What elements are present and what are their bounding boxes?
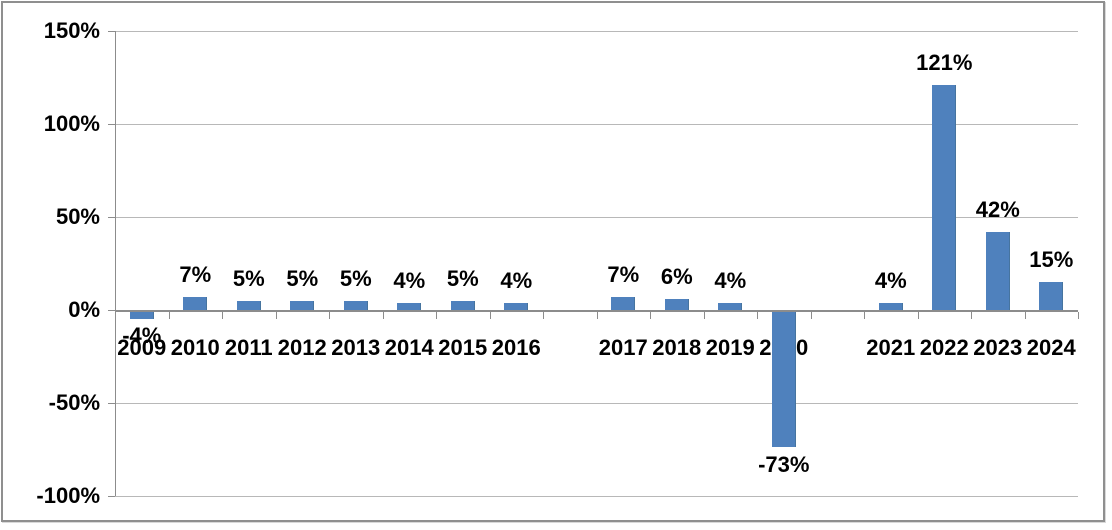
y-axis-label--100: -100% — [36, 483, 100, 508]
data-label-2009: -4% — [122, 323, 162, 349]
x-axis-tick-3 — [275, 311, 277, 319]
x-axis-tick-11 — [703, 311, 705, 319]
gridline-50 — [115, 216, 1078, 218]
x-axis-tick-1 — [168, 311, 170, 319]
data-label-2010: 7% — [179, 261, 212, 287]
bar-2020 — [771, 311, 796, 448]
x-axis-tick-0 — [115, 311, 117, 319]
x-axis-label-2023: 2023 — [973, 335, 1023, 360]
y-axis-label--50: -50% — [48, 390, 100, 415]
data-label-2020: -73% — [758, 451, 810, 477]
data-label-2014: 4% — [393, 267, 426, 293]
bar-2009 — [129, 311, 154, 319]
x-axis-tick-13 — [810, 311, 812, 319]
x-axis-label-2019: 2019 — [705, 335, 755, 360]
chart-frame: 150% 100% 50% 0% -50% -100% 2009 -4% 2010 7% 2011 5… — [1, 1, 1105, 522]
bar-2010 — [183, 296, 208, 310]
x-axis-tick-14 — [864, 311, 866, 319]
x-axis-label-2011: 2011 — [224, 335, 273, 360]
bar-2017 — [611, 296, 636, 310]
y-axis-tick--50 — [108, 403, 115, 405]
x-axis-label-2014: 2014 — [384, 335, 434, 360]
x-axis-tick-7 — [489, 311, 491, 319]
x-axis-tick-10 — [650, 311, 652, 319]
x-axis-tick-9 — [596, 311, 598, 319]
x-axis-label-2021: 2021 — [866, 335, 916, 360]
data-label-2017: 7% — [607, 261, 640, 287]
y-axis-line — [115, 31, 117, 496]
bar-2016 — [504, 302, 529, 310]
x-axis-tick-5 — [382, 311, 384, 319]
data-label-2016: 4% — [500, 267, 533, 293]
data-label-2019: 4% — [714, 267, 747, 293]
data-label-2021: 4% — [874, 267, 907, 293]
x-axis-label-2013: 2013 — [331, 335, 381, 360]
bar-2021 — [878, 302, 903, 310]
x-axis-tick-18 — [1078, 311, 1080, 319]
bar-2019 — [718, 302, 743, 310]
y-axis-tick-100 — [108, 124, 115, 126]
bar-2023 — [985, 231, 1010, 310]
bar-2013 — [343, 300, 368, 310]
bar-2012 — [290, 300, 315, 310]
gridline-100 — [115, 123, 1078, 125]
data-label-2018: 6% — [660, 263, 693, 289]
x-axis-tick-16 — [971, 311, 973, 319]
x-axis-label-2018: 2018 — [652, 335, 702, 360]
data-label-2022: 121% — [916, 49, 973, 75]
gridline--50 — [115, 402, 1078, 404]
x-axis-tick-4 — [329, 311, 331, 319]
y-axis-label-100: 100% — [43, 111, 100, 136]
data-label-2024: 15% — [1029, 247, 1074, 273]
x-axis-tick-8 — [543, 311, 545, 319]
bar-2024 — [1039, 282, 1064, 310]
x-axis-label-2017: 2017 — [598, 335, 648, 360]
y-axis-label-0: 0% — [68, 297, 100, 322]
x-axis-label-2010: 2010 — [170, 335, 220, 360]
gridline--100 — [115, 495, 1078, 497]
x-axis-label-2015: 2015 — [438, 335, 488, 360]
x-axis-tick-17 — [1024, 311, 1026, 319]
x-axis-line — [115, 309, 1078, 312]
x-axis-label-2009: 2009 — [117, 335, 167, 360]
y-axis-tick-50 — [108, 217, 115, 219]
x-axis-label-2016: 2016 — [491, 335, 541, 360]
bar-2015 — [450, 300, 475, 310]
data-label-2012: 5% — [286, 265, 319, 291]
bar-2011 — [236, 300, 261, 310]
x-axis-tick-12 — [757, 311, 759, 319]
x-axis-tick-15 — [917, 311, 919, 319]
data-label-2015: 5% — [446, 265, 479, 291]
data-label-2011: 5% — [232, 265, 265, 291]
bar-2022 — [932, 84, 957, 310]
y-axis-tick-0 — [108, 310, 115, 312]
y-axis-label-50: 50% — [55, 204, 100, 229]
x-axis-tick-6 — [436, 311, 438, 319]
bar-2014 — [397, 302, 422, 310]
x-axis-tick-2 — [222, 311, 224, 319]
data-label-2013: 5% — [339, 265, 372, 291]
y-axis-tick-150 — [108, 31, 115, 33]
x-axis-label-2012: 2012 — [277, 335, 327, 360]
x-axis-label-2022: 2022 — [919, 335, 969, 360]
data-label-2023: 42% — [975, 196, 1020, 222]
y-axis-label-150: 150% — [43, 18, 100, 43]
x-axis-label-2024: 2024 — [1026, 335, 1076, 360]
gridline-150 — [115, 30, 1078, 32]
y-axis-tick--100 — [108, 496, 115, 498]
bar-2018 — [664, 298, 689, 310]
